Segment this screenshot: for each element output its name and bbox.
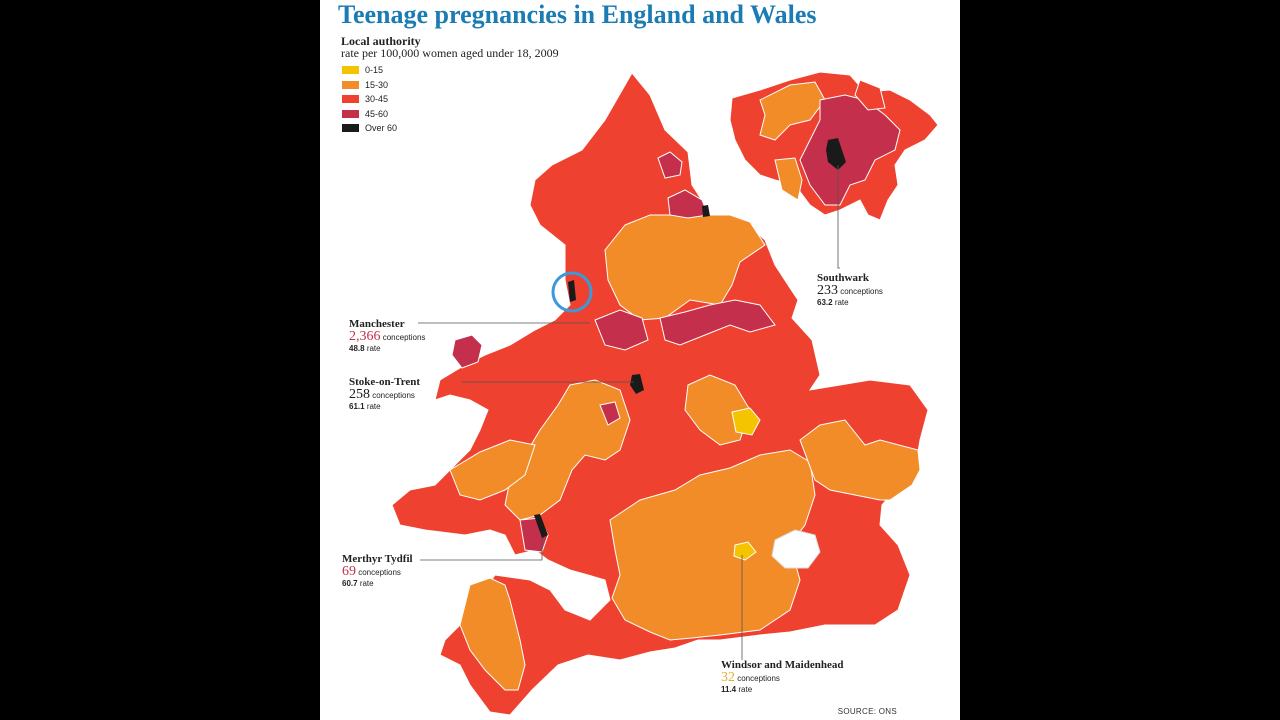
london-inset-orange-south xyxy=(774,157,803,201)
legend-item-30-45: 30-45 xyxy=(342,92,397,107)
legend-label: 15-30 xyxy=(365,79,389,90)
legend-swatch xyxy=(342,66,359,75)
region-windsor-0-15 xyxy=(733,541,757,561)
callout-conceptions-label: conceptions xyxy=(372,391,415,400)
region-blackpool-over-60 xyxy=(568,280,576,302)
leader-merthyr xyxy=(420,538,543,561)
source-credit: SOURCE: ONS xyxy=(837,707,897,716)
callout-rate-label: rate xyxy=(834,298,849,307)
callout-conceptions-label: conceptions xyxy=(737,674,780,683)
callout-rate-value: 11.4 xyxy=(721,685,737,694)
map-graphic: Teenage pregnancies in England and Wales… xyxy=(320,0,960,720)
legend-label: 30-45 xyxy=(365,94,389,105)
blackpool-highlight-circle xyxy=(551,271,593,313)
region-hartlepool-over-60 xyxy=(702,205,710,217)
region-southwest-orange xyxy=(459,577,526,691)
subtitle: Local authority rate per 100,000 women a… xyxy=(341,35,559,59)
region-midlands-orange xyxy=(684,374,751,446)
page-title: Teenage pregnancies in England and Wales xyxy=(338,0,817,29)
callout-name: Southwark xyxy=(817,272,869,284)
legend-swatch xyxy=(342,124,359,133)
callout-windsor: Windsor and Maidenhead 32 conceptions 11… xyxy=(721,659,843,695)
callout-southwark: Southwark 233 conceptions 63.2 rate xyxy=(817,272,883,308)
southwark-over-60 xyxy=(826,138,846,170)
callout-rate-label: rate xyxy=(359,579,374,588)
callout-rate-value: 61.1 xyxy=(349,402,365,411)
callout-merthyr: Merthyr Tydfil 69 conceptions 60.7 rate xyxy=(342,553,413,589)
callout-conceptions-value: 69 xyxy=(342,564,356,579)
map-svg xyxy=(391,71,939,716)
london-inset-red-mid xyxy=(854,79,886,111)
region-leicester-0-15 xyxy=(731,407,761,436)
london-outline xyxy=(771,529,821,569)
callout-conceptions-value: 32 xyxy=(721,670,735,685)
region-south-orange xyxy=(609,449,816,641)
subtitle-line1: Local authority xyxy=(341,34,421,48)
region-tyneside-45-60 xyxy=(657,151,683,179)
legend-label: 45-60 xyxy=(365,108,389,119)
callout-name: Merthyr Tydfil xyxy=(342,553,413,565)
region-merthyr-over-60 xyxy=(534,514,548,538)
legend-swatch xyxy=(342,95,359,104)
callout-name: Windsor and Maidenhead xyxy=(721,659,844,671)
legend-label: Over 60 xyxy=(365,123,398,134)
legend-label: 0-15 xyxy=(365,65,384,76)
legend-item-45-60: 45-60 xyxy=(342,107,397,122)
region-midlands-45-60 xyxy=(599,401,621,426)
subtitle-line2: rate per 100,000 women aged under 18, 20… xyxy=(341,46,559,60)
leader-southwark xyxy=(837,165,840,269)
callout-rate-label: rate xyxy=(366,402,381,411)
legend: 0-15 15-30 30-45 45-60 Over 60 xyxy=(342,63,397,136)
callout-manchester: Manchester 2,366 conceptions 48.8 rate xyxy=(349,318,425,354)
callout-conceptions-label: conceptions xyxy=(382,333,426,342)
london-inset-orange xyxy=(759,81,826,141)
legend-swatch xyxy=(342,109,359,118)
callout-conceptions-value: 233 xyxy=(817,283,838,298)
callout-name: Manchester xyxy=(349,318,405,330)
region-anglesey-45-60 xyxy=(451,334,483,369)
callout-rate-label: rate xyxy=(738,685,753,694)
region-stoke-over-60 xyxy=(630,374,644,394)
legend-item-15-30: 15-30 xyxy=(342,78,397,93)
legend-swatch xyxy=(342,80,359,89)
legend-item-0-15: 0-15 xyxy=(342,63,397,78)
region-south-wales-orange xyxy=(449,439,536,501)
callout-leader-lines xyxy=(418,165,840,660)
callout-conceptions-value: 258 xyxy=(349,387,370,402)
region-yorkshire-45-60 xyxy=(659,299,776,346)
callout-conceptions-label: conceptions xyxy=(840,287,883,296)
callout-conceptions-value: 2,366 xyxy=(349,329,381,344)
region-pennines-45-60 xyxy=(594,309,649,351)
callout-rate-label: rate xyxy=(366,344,381,353)
callout-rate-value: 48.8 xyxy=(349,344,365,353)
region-east-anglia-orange xyxy=(799,419,921,501)
callout-conceptions-label: conceptions xyxy=(358,568,401,577)
callout-rate-value: 60.7 xyxy=(342,579,358,588)
callout-rate-value: 63.2 xyxy=(817,298,833,307)
callout-name: Stoke-on-Trent xyxy=(349,376,421,388)
callout-stoke: Stoke-on-Trent 258 conceptions 61.1 rate xyxy=(349,376,420,412)
legend-item-over-60: Over 60 xyxy=(342,121,397,136)
